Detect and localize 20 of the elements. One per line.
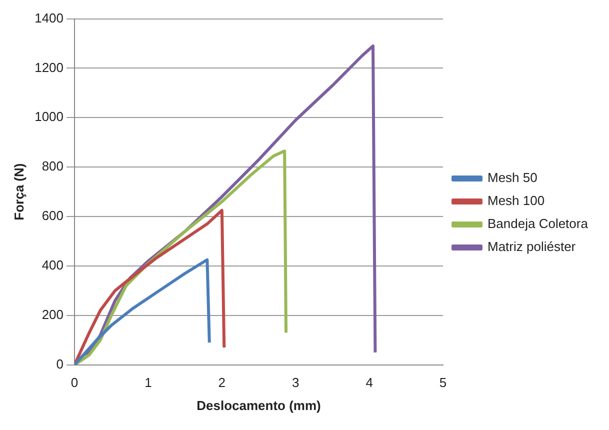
x-axis-title: Deslocamento (mm) xyxy=(196,398,321,413)
legend-label: Mesh 100 xyxy=(488,193,545,208)
x-tick-label: 5 xyxy=(439,375,447,390)
legend-label: Matriz poliéster xyxy=(488,239,576,254)
y-tick-label: 1200 xyxy=(34,60,64,75)
legend-label: Bandeja Coletora xyxy=(488,216,589,232)
x-tick-label: 4 xyxy=(366,375,373,390)
y-tick-label: 200 xyxy=(42,306,64,322)
y-tick-label: 1400 xyxy=(34,10,64,26)
y-tick-label: 0 xyxy=(56,356,64,372)
x-tick-label: 2 xyxy=(218,375,226,390)
legend-label: Mesh 50 xyxy=(488,170,538,186)
x-tick-label: 3 xyxy=(292,375,300,390)
y-tick-label: 1000 xyxy=(34,109,64,124)
y-axis-title: Força (N) xyxy=(11,163,26,220)
x-tick-label: 1 xyxy=(144,375,152,390)
y-tick-label: 400 xyxy=(42,258,64,273)
x-tick-label: 0 xyxy=(70,375,78,390)
y-tick-label: 800 xyxy=(42,158,64,174)
y-tick-label: 600 xyxy=(42,208,64,224)
